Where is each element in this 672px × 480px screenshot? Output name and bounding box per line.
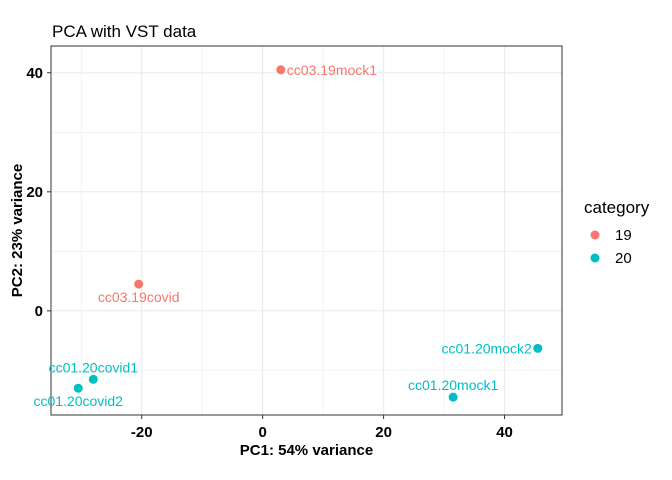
x-tick-label: 40 <box>496 424 513 441</box>
legend-label: 20 <box>615 250 632 267</box>
point-label: cc01.20covid2 <box>33 393 123 409</box>
point-label: cc01.20mock2 <box>442 340 532 356</box>
point-label: cc03.19mock1 <box>287 62 377 78</box>
y-tick-label: 40 <box>26 65 43 82</box>
point-label: cc01.20covid1 <box>49 359 139 375</box>
x-axis-title: PC1: 54% variance <box>240 442 373 459</box>
legend-label: 19 <box>615 227 632 244</box>
y-tick-label: 20 <box>26 184 43 201</box>
point-label: cc01.20mock1 <box>408 377 498 393</box>
data-point <box>448 392 458 402</box>
x-tick-label: -20 <box>131 424 153 441</box>
data-point <box>276 65 286 75</box>
legend-title: category <box>584 198 650 217</box>
point-labels: cc03.19mock1 cc03.19covid cc01.20mock2 cc01… <box>33 62 532 409</box>
data-point <box>134 279 144 289</box>
legend-key-marker <box>590 230 600 240</box>
point-label: cc03.19covid <box>98 289 180 305</box>
chart-title: PCA with VST data <box>52 22 197 41</box>
y-tick-label: 0 <box>35 303 43 320</box>
grid-lines <box>51 46 562 415</box>
axis-ticks: -20 0 20 40 0 20 40 <box>26 65 513 441</box>
data-point <box>88 374 98 384</box>
plot-panel-border <box>50 45 563 416</box>
x-tick-label: 0 <box>258 424 266 441</box>
x-tick-label: 20 <box>375 424 392 441</box>
y-axis-title: PC2: 23% variance <box>9 164 26 297</box>
data-point <box>533 343 543 353</box>
legend-key-marker <box>590 253 600 263</box>
data-points <box>73 65 543 402</box>
data-point <box>73 383 83 393</box>
